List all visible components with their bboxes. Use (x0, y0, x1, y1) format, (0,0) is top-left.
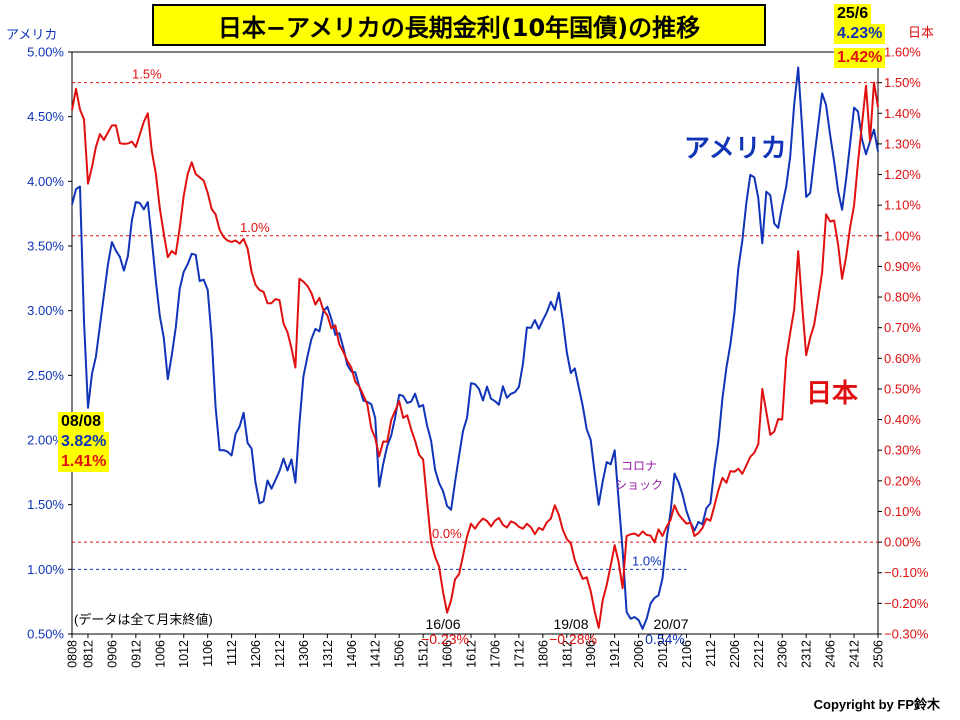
y-right-tick-label: 0.90% (884, 259, 921, 274)
y-left-tick-label: 4.00% (27, 174, 64, 189)
x-tick-label: 1506 (393, 640, 407, 668)
y-right-tick-label: −0.30% (884, 627, 929, 642)
x-tick-label: 2012 (656, 640, 670, 668)
y-right-tick-label: 0.70% (884, 320, 921, 335)
x-tick-label: 0812 (81, 640, 95, 668)
reference-line-label: 1.5% (132, 67, 162, 82)
us-series-label: アメリカ (684, 134, 787, 164)
y-left-tick-label: 2.00% (27, 433, 64, 448)
x-tick-label: 2406 (824, 640, 838, 668)
end-jp-callout: 1.42% (834, 48, 886, 68)
title-box: 日本−アメリカの長期金利(10年国債)の推移 (152, 4, 766, 46)
x-tick-label: 1706 (488, 640, 502, 668)
chart-annotation: 20/07 (653, 616, 688, 632)
y-right-tick-label: 1.00% (884, 228, 921, 243)
y-right-tick-label: 1.30% (884, 136, 921, 151)
y-left-tick-label: 3.00% (27, 303, 64, 318)
jp-series-label: 日本 (806, 379, 859, 409)
y-right-tick-label: 0.60% (884, 351, 921, 366)
y-left-tick-label: 0.50% (27, 627, 64, 642)
x-tick-label: 1306 (297, 640, 311, 668)
x-tick-label: 1106 (201, 640, 215, 667)
us-yield-line (71, 66, 879, 630)
x-tick-label: 1012 (177, 640, 191, 668)
chart-annotation: コロナ (621, 459, 657, 473)
chart-annotation: −0.23% (421, 631, 469, 647)
y-right-tick-label: 1.40% (884, 106, 921, 121)
y-right-axis-label: 日本 (908, 26, 935, 41)
chart-title: 日本−アメリカの長期金利(10年国債)の推移 (217, 13, 701, 42)
x-tick-label: 2206 (728, 640, 742, 668)
y-right-tick-label: −0.10% (884, 565, 929, 580)
start-jp-callout: 1.41% (58, 452, 110, 472)
y-right-tick-label: 0.80% (884, 290, 921, 305)
y-right-tick-label: 0.30% (884, 443, 921, 458)
x-tick-label: 1612 (465, 640, 479, 668)
x-tick-label: 2412 (848, 640, 862, 668)
x-tick-label: 1606 (441, 640, 455, 668)
y-right-tick-label: 1.10% (884, 198, 921, 213)
y-right-tick-label: −0.20% (884, 596, 929, 611)
y-right-tick-label: 0.10% (884, 504, 921, 519)
x-tick-label: 1406 (345, 640, 359, 668)
y-left-axis-label: アメリカ (6, 28, 58, 43)
x-tick-label: 1206 (249, 640, 263, 668)
reference-line-label: 0.0% (432, 526, 462, 541)
x-tick-label: 1912 (608, 640, 622, 668)
x-tick-label: 2306 (776, 640, 790, 668)
y-left-tick-label: 4.50% (27, 109, 64, 124)
y-right-tick-label: 0.50% (884, 381, 921, 396)
y-right-tick-label: 1.60% (884, 45, 921, 60)
reference-line-label: 1.0% (632, 553, 662, 568)
chart-annotation: 0.54% (645, 631, 685, 647)
chart-annotation: 19/08 (553, 616, 588, 632)
x-tick-label: 2112 (704, 640, 718, 667)
x-tick-label: 1712 (512, 640, 526, 668)
copyright-text: Copyright by FP鈴木 (813, 697, 940, 712)
chart-annotation: −0.28% (549, 631, 597, 647)
x-tick-label: 0906 (105, 640, 119, 668)
x-tick-label: 1006 (153, 640, 167, 668)
end-us-callout: 4.23% (834, 24, 886, 44)
x-tick-label: 1906 (584, 640, 598, 668)
x-tick-label: 2006 (632, 640, 646, 668)
x-tick-label: 2212 (752, 640, 766, 668)
chart-annotation: ショック (615, 478, 663, 492)
y-left-tick-label: 1.50% (27, 497, 64, 512)
x-tick-label: 1312 (321, 640, 335, 668)
x-tick-label: 1212 (273, 640, 287, 668)
x-tick-label: 1512 (417, 640, 431, 668)
y-left-tick-label: 5.00% (27, 45, 64, 60)
x-tick-label: 1806 (536, 640, 550, 668)
x-tick-label: 2506 (872, 640, 886, 668)
x-tick-label: 0808 (66, 640, 80, 668)
y-left-tick-label: 1.00% (27, 562, 64, 577)
end-date-callout: 25/6 (834, 4, 872, 24)
x-tick-label: 1812 (560, 640, 574, 668)
chart-annotation: 16/06 (425, 616, 460, 632)
y-left-tick-label: 2.50% (27, 368, 64, 383)
y-right-tick-label: 0.20% (884, 473, 921, 488)
x-tick-label: 2312 (800, 640, 814, 668)
reference-line-label: 1.0% (240, 220, 270, 235)
y-left-tick-label: 3.50% (27, 239, 64, 254)
chart-annotation: (データは全て月末終値) (74, 612, 213, 627)
start-us-callout: 3.82% (58, 432, 110, 452)
x-tick-label: 2106 (680, 640, 694, 668)
x-tick-label: 0912 (129, 640, 143, 668)
x-tick-label: 1412 (369, 640, 383, 668)
y-right-tick-label: 0.00% (884, 535, 921, 550)
x-tick-label: 1112 (225, 640, 239, 666)
start-date-callout: 08/08 (58, 412, 105, 432)
y-right-tick-label: 1.20% (884, 167, 921, 182)
y-right-tick-label: 0.40% (884, 412, 921, 427)
jp-yield-line (71, 81, 879, 629)
y-right-tick-label: 1.50% (884, 75, 921, 90)
plot-frame (71, 51, 879, 635)
